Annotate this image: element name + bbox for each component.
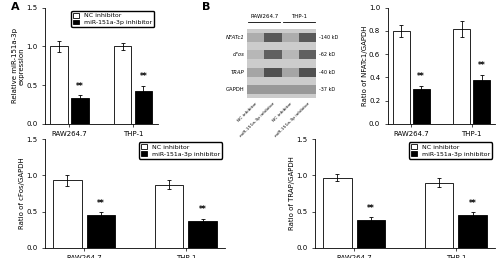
Text: GAPDH: GAPDH	[226, 87, 244, 92]
Text: NFATc1: NFATc1	[226, 35, 244, 40]
Y-axis label: Ratio of NFATc1/GAPDH: Ratio of NFATc1/GAPDH	[362, 26, 368, 106]
Text: -140 kD: -140 kD	[318, 35, 338, 40]
Text: **: **	[76, 82, 84, 91]
Bar	[264, 33, 281, 42]
Text: -40 kD: -40 kD	[318, 70, 335, 75]
Text: **: **	[97, 199, 105, 208]
Bar	[71, 98, 89, 124]
Bar	[282, 85, 299, 94]
Bar	[299, 85, 316, 94]
Text: cFos: cFos	[232, 52, 244, 57]
Text: NC inhibitor: NC inhibitor	[272, 102, 293, 123]
Text: B: B	[202, 2, 210, 12]
Text: **: **	[418, 72, 425, 81]
Text: **: **	[367, 204, 375, 213]
Legend: NC inhibitor, miR-151a-3p inhibitor: NC inhibitor, miR-151a-3p inhibitor	[72, 11, 154, 27]
Bar	[264, 85, 281, 94]
Text: miR-151a-3p inhibitor: miR-151a-3p inhibitor	[274, 102, 310, 138]
Text: RAW264.7: RAW264.7	[250, 14, 278, 19]
Bar	[50, 46, 68, 124]
Bar	[188, 221, 217, 248]
Bar	[247, 33, 264, 42]
Text: TRAP: TRAP	[231, 70, 244, 75]
Bar	[356, 220, 385, 248]
Bar	[282, 50, 299, 59]
Bar	[114, 46, 132, 124]
Text: miR-151a-3p inhibitor: miR-151a-3p inhibitor	[239, 102, 276, 138]
Bar	[299, 68, 316, 77]
Y-axis label: Ratio of cFos/GAPDH: Ratio of cFos/GAPDH	[18, 158, 24, 229]
Legend: NC inhibitor, miR-151a-3p inhibitor: NC inhibitor, miR-151a-3p inhibitor	[409, 142, 492, 159]
Bar	[264, 50, 281, 59]
Text: **: **	[478, 61, 486, 70]
Bar	[282, 68, 299, 77]
Bar	[134, 91, 152, 124]
Y-axis label: Ratio of TRAP/GAPDH: Ratio of TRAP/GAPDH	[288, 157, 294, 230]
Text: **: **	[198, 205, 206, 214]
Bar	[247, 50, 264, 59]
Bar	[458, 215, 487, 248]
Bar	[155, 185, 184, 248]
Legend: NC inhibitor, miR-151a-3p inhibitor: NC inhibitor, miR-151a-3p inhibitor	[138, 142, 222, 159]
Bar	[53, 181, 82, 248]
Text: NC inhibitor: NC inhibitor	[237, 102, 258, 123]
Bar	[299, 33, 316, 42]
Text: **: **	[140, 72, 147, 81]
Y-axis label: Relative miR-151a-3p
expression: Relative miR-151a-3p expression	[12, 28, 24, 103]
Bar	[264, 68, 281, 77]
Bar	[282, 33, 299, 42]
Bar	[473, 80, 490, 124]
Text: A: A	[11, 2, 20, 12]
Bar	[86, 215, 115, 248]
Bar	[299, 50, 316, 59]
Bar	[247, 68, 264, 77]
Bar	[247, 85, 264, 94]
Bar	[247, 29, 316, 98]
Text: **: **	[468, 199, 476, 208]
Bar	[323, 178, 352, 248]
Bar	[453, 29, 470, 124]
Bar	[412, 89, 430, 124]
Text: -37 kD: -37 kD	[318, 87, 335, 92]
Text: -62 kD: -62 kD	[318, 52, 335, 57]
Bar	[392, 31, 409, 124]
Text: THP-1: THP-1	[291, 14, 307, 19]
Bar	[425, 183, 454, 248]
